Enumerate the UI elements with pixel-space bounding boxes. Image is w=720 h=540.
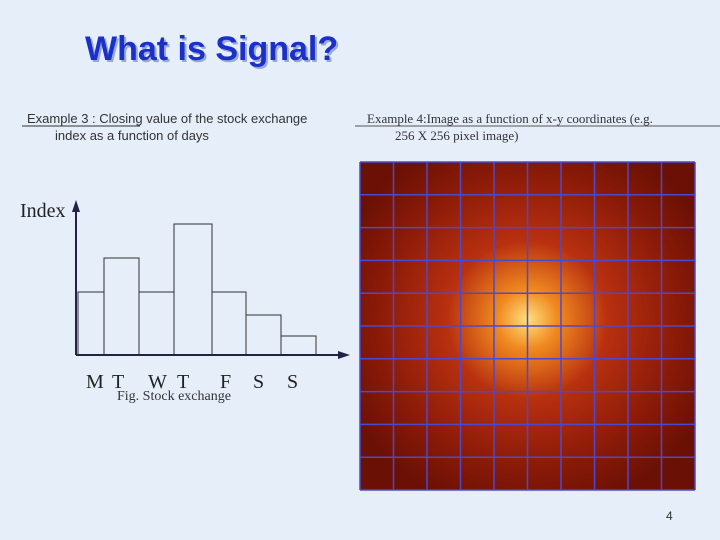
pixel-grid xyxy=(359,161,696,491)
day-label: S xyxy=(253,371,264,393)
left-heading: Example 3 : Closing value of the stock e… xyxy=(27,111,307,126)
caption: Fig. Stock exchange xyxy=(117,389,231,404)
day-label: S xyxy=(287,371,298,393)
title: What is Signal? xyxy=(85,30,338,68)
day-label: T xyxy=(177,371,189,393)
title-shadow: What is Signal? xyxy=(87,32,340,70)
right-heading: Example 4:Image as a function of x-y coo… xyxy=(367,111,653,126)
day-label: T xyxy=(112,371,124,393)
left-heading: index as a function of days xyxy=(55,128,209,143)
day-label: W xyxy=(148,371,167,393)
arrow xyxy=(338,351,350,359)
day-label: M xyxy=(86,371,104,393)
arrow xyxy=(72,200,80,212)
page-number: 4 xyxy=(666,509,673,523)
day-label: F xyxy=(220,371,231,393)
right-heading: 256 X 256 pixel image) xyxy=(395,128,518,143)
y-label: Index xyxy=(20,200,66,222)
